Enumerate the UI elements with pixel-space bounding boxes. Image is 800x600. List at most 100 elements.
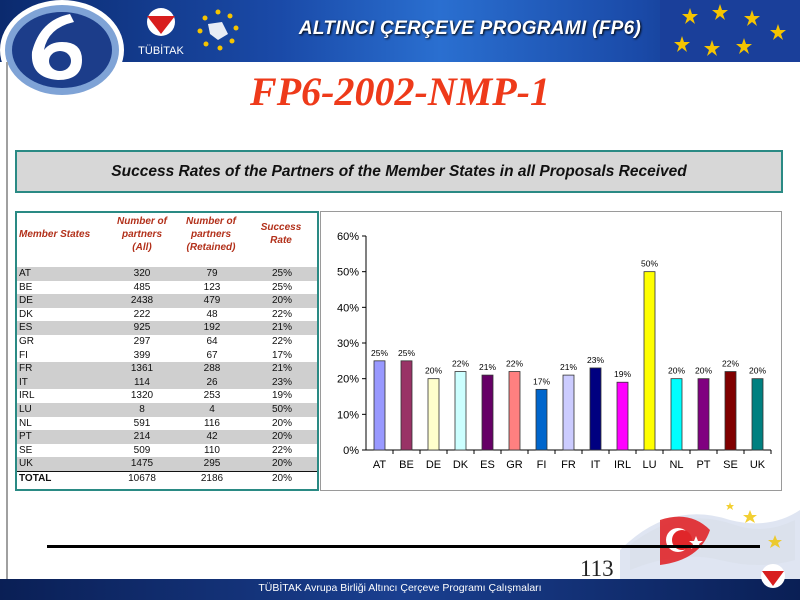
table-cell: 8 [139, 403, 145, 415]
table-cell: 20% [271, 295, 292, 307]
table-cell: 110 [204, 444, 220, 456]
tubitak-logo-icon: TÜBİTAK [133, 4, 189, 58]
table-cell: IRL [19, 390, 35, 402]
y-tick-label: 10% [337, 409, 359, 421]
data-label: 17% [533, 376, 550, 386]
x-tick-label: FR [561, 459, 576, 471]
data-label: 22% [722, 359, 739, 369]
table-cell: 1361 [130, 363, 154, 375]
table-cell: 21% [271, 363, 292, 375]
table-cell: 50% [271, 403, 292, 415]
table-cell: 4 [209, 403, 215, 415]
table-header-all: Number of partners (All) [107, 215, 177, 254]
table-row: AT 320 79 25% [17, 267, 317, 281]
table-cell: 22% [271, 308, 292, 320]
table-header-member-states: Member States [19, 228, 109, 241]
header-line: (All) [132, 242, 152, 253]
x-tick-label: AT [373, 459, 387, 471]
x-tick-label: NL [669, 459, 683, 471]
data-label: 25% [371, 348, 388, 358]
footer-bar: TÜBİTAK Avrupa Birliği Altıncı Çerçeve P… [0, 579, 800, 600]
table-cell: SE [19, 444, 33, 456]
x-tick-label: DE [426, 459, 441, 471]
header-line: Number of [117, 216, 167, 227]
table-cell: 2438 [130, 295, 154, 307]
data-label: 20% [668, 366, 685, 376]
y-tick-label: 60% [337, 231, 359, 243]
table-cell: 20% [271, 431, 292, 443]
header-line: Number of [186, 216, 236, 227]
table-header-success-rate: Success Rate [249, 221, 313, 247]
table-cell: NL [19, 417, 32, 429]
footer-rule [47, 545, 760, 548]
table-cell: 48 [206, 308, 218, 320]
table-cell: 192 [203, 322, 221, 334]
table-row: PT 214 42 20% [17, 430, 317, 444]
x-tick-label: DK [453, 459, 469, 471]
y-tick-label: 0% [343, 445, 359, 457]
table-row: NL 591 116 20% [17, 417, 317, 431]
table-cell: FI [19, 349, 28, 361]
table-cell: 25% [271, 268, 292, 279]
x-tick-label: FI [537, 459, 547, 471]
table-cell: GR [19, 335, 34, 347]
table-body: AT 320 79 25% BE 485 123 25% DE 2438 479 20% DK 222 48… [17, 267, 317, 485]
table-row: FI 399 67 17% [17, 349, 317, 363]
bar-uk [751, 378, 764, 451]
table-cell: 42 [206, 431, 218, 443]
header-line: Rate [270, 235, 292, 246]
table-row: FR 1361 288 21% [17, 362, 317, 376]
bar-be [400, 360, 413, 451]
table-cell: UK [19, 458, 33, 470]
tubitak-logo-text: TÜBİTAK [138, 44, 184, 57]
table-cell: 295 [203, 458, 221, 470]
bar-fi [535, 388, 548, 451]
table-cell: 288 [203, 363, 221, 375]
table-cell: 509 [133, 444, 151, 456]
y-tick-label: 20% [337, 374, 359, 386]
data-label: 25% [398, 348, 415, 358]
table-cell: ES [19, 322, 33, 334]
table-row: UK 1475 295 20% [17, 457, 317, 471]
data-label: 21% [479, 362, 496, 372]
table-row: IT 114 26 23% [17, 375, 317, 390]
table-cell: 1320 [130, 390, 154, 402]
table-row: LU 8 4 50% [17, 402, 317, 417]
bar-de [427, 378, 440, 451]
bar-gr [508, 371, 521, 451]
table-cell: DE [19, 295, 33, 307]
bar-nl [670, 378, 683, 451]
y-tick-label: 30% [337, 338, 359, 350]
table-cell: 297 [133, 335, 151, 347]
table-row: SE 509 110 22% [17, 444, 317, 458]
table-cell: 20% [271, 472, 292, 484]
x-tick-label: UK [750, 459, 766, 471]
caption-box: Success Rates of the Partners of the Mem… [15, 150, 783, 193]
bar-lu [643, 271, 656, 451]
table-cell: 22% [271, 335, 292, 347]
data-label: 20% [695, 366, 712, 376]
table-cell: TOTAL [19, 472, 52, 484]
x-tick-label: SE [723, 459, 738, 471]
table-cell: 17% [271, 349, 292, 361]
slide-title: FP6-2002-NMP-1 [250, 69, 550, 114]
table-cell: 123 [203, 281, 221, 293]
eu-stars-icon [660, 0, 800, 62]
bar-dk [454, 371, 467, 451]
footer-text: TÜBİTAK Avrupa Birliği Altıncı Çerçeve P… [258, 582, 542, 594]
table-cell: 253 [203, 390, 221, 402]
bar-es [481, 374, 494, 451]
bar-pt [697, 378, 710, 451]
table-row: GR 297 64 22% [17, 335, 317, 349]
table-cell: PT [19, 431, 32, 443]
bar-se [724, 371, 737, 451]
table-cell: 79 [206, 268, 218, 279]
table-cell: 214 [133, 431, 151, 443]
x-tick-label: BE [399, 459, 414, 471]
table-cell: 591 [133, 417, 151, 429]
table-cell: 2186 [200, 472, 224, 484]
bar-irl [616, 381, 629, 451]
x-tick-label: ES [480, 459, 495, 471]
table-cell: 320 [133, 268, 151, 279]
header-line: Success [260, 222, 302, 233]
